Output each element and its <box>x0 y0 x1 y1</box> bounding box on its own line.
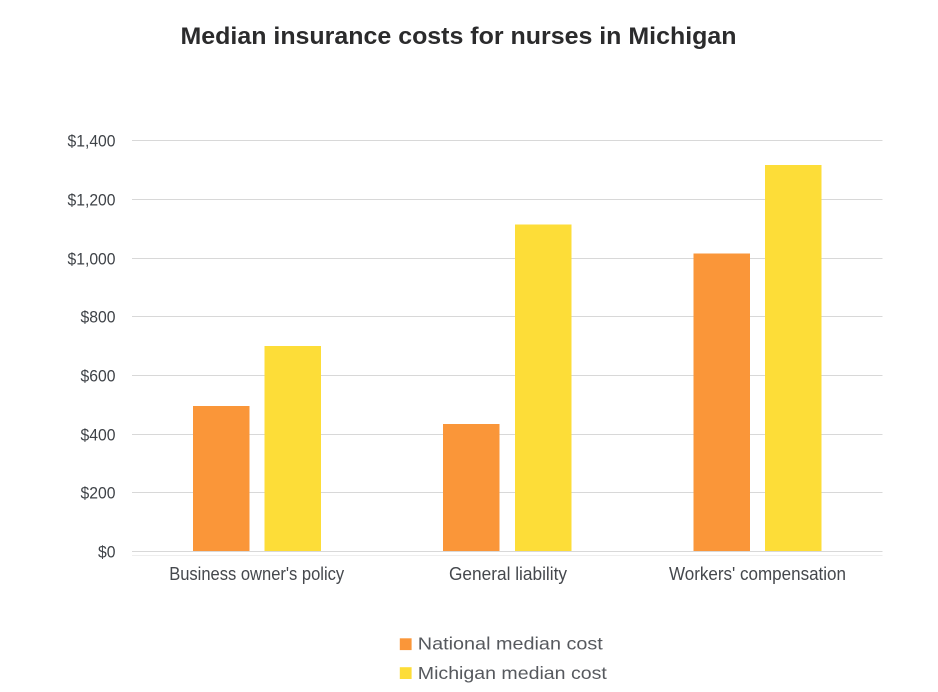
svg-text:Median insurance costs for nur: Median insurance costs for nurses in Mic… <box>181 23 737 50</box>
svg-text:National median cost: National median cost <box>418 634 603 654</box>
svg-text:Business owner's policy: Business owner's policy <box>169 564 344 584</box>
svg-text:$600: $600 <box>81 367 116 386</box>
svg-text:$0: $0 <box>98 542 116 561</box>
svg-text:$200: $200 <box>81 484 116 503</box>
svg-text:$1,400: $1,400 <box>68 132 116 151</box>
svg-text:$1,000: $1,000 <box>68 250 116 269</box>
svg-text:$800: $800 <box>81 308 116 327</box>
svg-text:$400: $400 <box>81 426 116 445</box>
svg-text:$1,200: $1,200 <box>68 191 116 210</box>
svg-text:General liability: General liability <box>449 564 567 584</box>
svg-text:Workers' compensation: Workers' compensation <box>669 564 846 584</box>
svg-text:Michigan median cost: Michigan median cost <box>418 663 607 683</box>
